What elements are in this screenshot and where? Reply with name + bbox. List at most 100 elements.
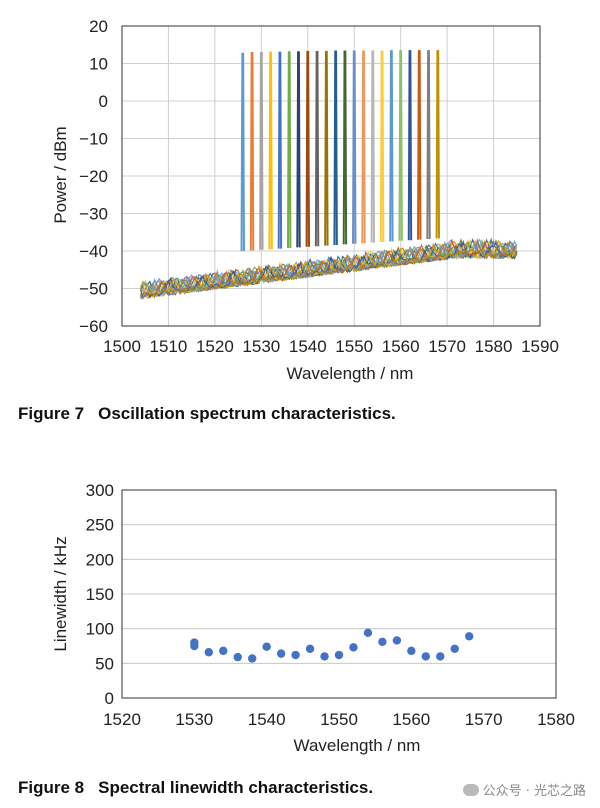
spectrum-x-tick-label: 1550	[335, 337, 373, 356]
spectrum-peak-12	[342, 50, 348, 245]
spectrum-y-tick-label: −10	[79, 130, 108, 149]
spectrum-peak-7	[296, 51, 301, 248]
linewidth-x-axis-label: Wavelength / nm	[294, 736, 421, 755]
linewidth-data-point	[349, 643, 358, 652]
linewidth-data-point	[291, 650, 300, 660]
linewidth-data-point	[320, 652, 329, 661]
linewidth-y-tick-label: 100	[86, 620, 114, 639]
spectrum-peak-15	[370, 50, 375, 243]
spectrum-x-tick-label: 1540	[289, 337, 327, 356]
spectrum-y-tick-label: −20	[79, 167, 108, 186]
linewidth-data-point	[392, 636, 402, 645]
linewidth-y-tick-label: 250	[86, 516, 114, 535]
spectrum-peak-21	[426, 50, 431, 240]
spectrum-y-tick-label: −30	[79, 205, 108, 224]
linewidth-data-point	[421, 652, 430, 661]
linewidth-y-tick-label: 150	[86, 585, 114, 604]
spectrum-y-tick-label: 20	[89, 17, 108, 36]
spectrum-peak-18	[398, 50, 403, 241]
linewidth-x-ticks: 1520 1530 1540 1550 1560 1570 1580	[103, 710, 575, 729]
spectrum-y-ticks: 20 10 0 −10 −20 −30 −40 −50 −60	[79, 17, 108, 336]
linewidth-data-point	[248, 654, 257, 663]
linewidth-y-ticks: 300 250 200 150 100 50 0	[86, 481, 114, 708]
spectrum-x-tick-label: 1500	[103, 337, 141, 356]
linewidth-y-axis-label: Linewidth / kHz	[51, 536, 70, 651]
linewidth-data-point	[334, 650, 344, 660]
linewidth-data-point	[465, 632, 474, 641]
spectrum-y-tick-label: 10	[89, 55, 108, 74]
spectrum-peak-13	[352, 50, 357, 244]
spectrum-peak-17	[389, 50, 394, 242]
linewidth-data-point	[219, 646, 228, 656]
spectrum-peak-6	[287, 51, 292, 249]
linewidth-grid	[122, 489, 556, 699]
spectrum-peak-3	[259, 52, 264, 250]
spectrum-peak-14	[361, 50, 366, 244]
spectrum-x-tick-label: 1570	[428, 337, 466, 356]
spectrum-y-tick-label: 0	[99, 92, 108, 111]
figure-7-caption: Figure 7 Oscillation spectrum characteris…	[18, 404, 396, 424]
linewidth-data-point	[450, 644, 459, 653]
figure-8-number: Figure 8	[18, 778, 85, 797]
spectrum-peak-16	[379, 50, 385, 243]
watermark-text: 公众号 · 光芯之路	[482, 784, 586, 799]
linewidth-data-point	[262, 642, 271, 651]
spectrum-peak-19	[407, 50, 413, 241]
linewidth-y-tick-label: 50	[95, 654, 114, 673]
wechat-icon	[462, 784, 479, 796]
spectrum-x-tick-label: 1530	[242, 337, 280, 356]
spectrum-y-axis-label: Power / dBm	[51, 126, 70, 223]
spectrum-noise-trace	[140, 239, 518, 298]
linewidth-data-point	[363, 628, 373, 638]
linewidth-data-point	[276, 649, 286, 658]
spectrum-peak-4	[268, 51, 273, 250]
linewidth-data-point	[305, 644, 315, 653]
spectrum-chart: 20 10 0 −10 −20 −30 −40 −50 −60 1500 1510 1520 1530…	[51, 17, 559, 383]
linewidth-x-tick-label: 1580	[537, 710, 575, 729]
linewidth-data-point	[407, 646, 416, 656]
spectrum-peak-1	[240, 52, 245, 252]
spectrum-y-tick-label: −60	[79, 317, 108, 336]
linewidth-x-tick-label: 1560	[392, 710, 430, 729]
spectrum-peak-20	[417, 50, 422, 240]
spectrum-peaks	[240, 50, 441, 252]
spectrum-peak-8	[305, 50, 310, 247]
linewidth-data-point	[378, 637, 387, 647]
linewidth-data-point	[190, 641, 199, 651]
linewidth-x-tick-label: 1530	[175, 710, 213, 729]
spectrum-peak-22	[435, 50, 441, 239]
linewidth-y-tick-label: 300	[86, 481, 114, 500]
watermark: 公众号 · 光芯之路	[462, 780, 586, 799]
spectrum-x-tick-label: 1520	[196, 337, 234, 356]
linewidth-x-tick-label: 1570	[465, 710, 503, 729]
spectrum-peak-9	[314, 50, 320, 247]
linewidth-x-tick-label: 1520	[103, 710, 141, 729]
linewidth-points	[190, 628, 474, 663]
linewidth-plot-frame	[121, 489, 557, 699]
spectrum-peak-5	[277, 51, 283, 249]
linewidth-data-point	[233, 652, 242, 662]
linewidth-x-tick-label: 1540	[248, 710, 286, 729]
spectrum-plot-frame	[121, 25, 541, 327]
spectrum-x-tick-label: 1580	[475, 337, 513, 356]
linewidth-y-tick-label: 0	[105, 689, 114, 708]
linewidth-y-tick-label: 200	[86, 550, 114, 569]
spectrum-x-tick-label: 1590	[521, 337, 559, 356]
spectrum-x-tick-label: 1560	[382, 337, 420, 356]
spectrum-noise-trace	[140, 239, 518, 298]
spectrum-y-tick-label: −40	[79, 242, 108, 261]
figure-8-text: Spectral linewidth characteristics.	[98, 778, 374, 797]
figure-7-text: Oscillation spectrum characteristics.	[98, 404, 396, 423]
figure-7-number: Figure 7	[18, 404, 85, 423]
spectrum-peak-10	[324, 50, 329, 246]
linewidth-data-point	[204, 648, 213, 657]
spectrum-x-tick-label: 1510	[150, 337, 188, 356]
spectrum-peak-11	[333, 50, 338, 246]
linewidth-data-point	[436, 652, 445, 661]
spectrum-noise-floor	[140, 237, 518, 300]
spectrum-peak-2	[249, 52, 255, 251]
figure-8-caption: Figure 8 Spectral linewidth characteristi…	[18, 778, 373, 798]
spectrum-y-tick-label: −50	[79, 280, 108, 299]
linewidth-x-tick-label: 1550	[320, 710, 358, 729]
